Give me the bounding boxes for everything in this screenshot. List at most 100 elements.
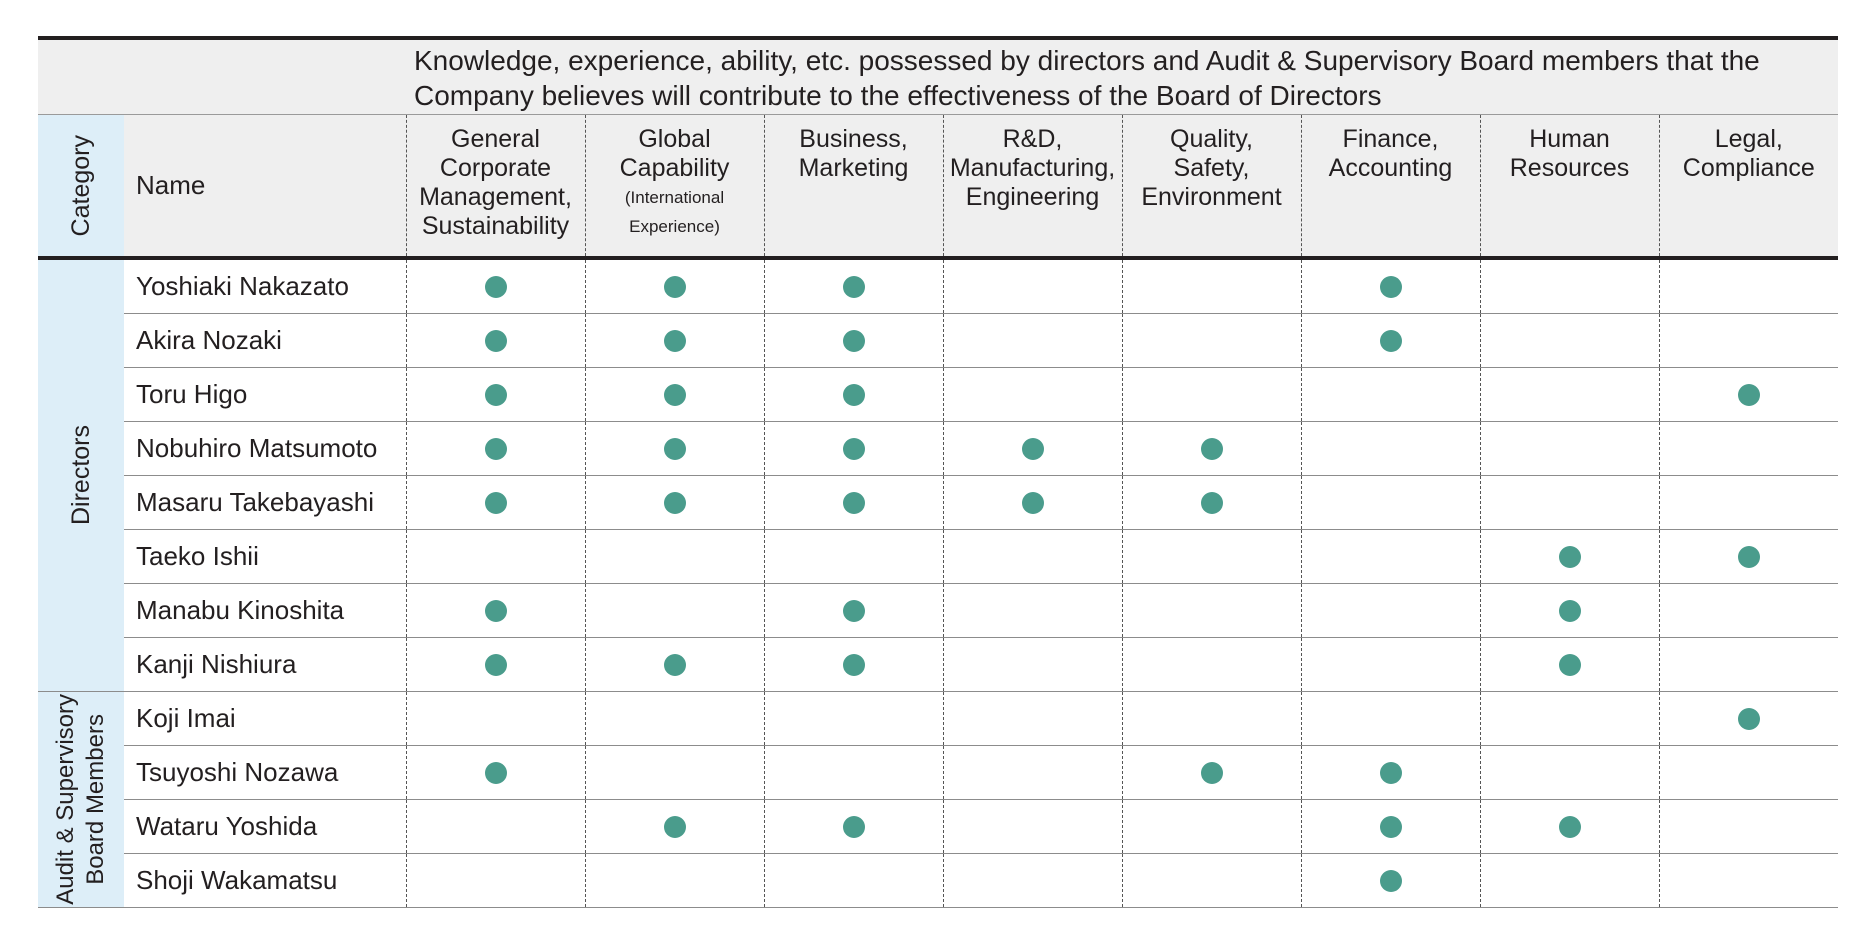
skill-mark-dot: [663, 491, 686, 514]
skill-cell: [1300, 313, 1480, 368]
skill-cell: [584, 258, 764, 314]
skill-cell: [584, 745, 764, 800]
skill-cell: [405, 258, 585, 314]
skill-cell: [942, 421, 1122, 476]
skill-cell: [1658, 313, 1839, 368]
skill-cell: [1121, 421, 1301, 476]
skill-mark-dot: [663, 653, 686, 676]
skill-header-label: Business, Marketing: [798, 125, 909, 182]
heading-cell: Knowledge, experience, ability, etc. pos…: [406, 36, 1839, 115]
member-name: Koji Imai: [124, 691, 406, 746]
skill-mark-dot: [1558, 653, 1581, 676]
skill-cell: [1658, 583, 1839, 638]
table-body: Directors Yoshiaki Nakazato Akira Nozaki To…: [38, 258, 1839, 908]
category-cell: Directors: [38, 258, 124, 692]
skill-cell: [1121, 367, 1301, 422]
skill-cell: [1479, 421, 1659, 476]
member-name: Yoshiaki Nakazato: [124, 258, 406, 314]
skill-cell: [584, 421, 764, 476]
skill-mark-dot: [484, 329, 507, 352]
skill-cell: [763, 853, 943, 908]
skill-cell: [584, 475, 764, 530]
skill-cell: [763, 475, 943, 530]
skill-mark-dot: [484, 437, 507, 460]
skill-cell: [1121, 258, 1301, 314]
category-header-label: Category: [67, 134, 95, 237]
skill-cell: [584, 583, 764, 638]
skill-cell: [942, 313, 1122, 368]
skill-mark-dot: [1737, 707, 1760, 730]
skill-cell: [1300, 637, 1480, 692]
skill-mark-dot: [1021, 437, 1044, 460]
skill-header-label: Finance, Accounting: [1328, 125, 1453, 182]
skill-cell: [405, 853, 585, 908]
heading-spacer: [38, 36, 406, 115]
skill-cell: [763, 799, 943, 854]
member-row: Kanji Nishiura: [38, 637, 1839, 692]
skill-column-header: Business, Marketing: [763, 114, 943, 260]
skill-mark-dot: [1200, 761, 1223, 784]
skill-cell: [942, 258, 1122, 314]
skill-mark-dot: [842, 815, 865, 838]
category-label: Directors: [67, 425, 95, 526]
skill-cell: [942, 475, 1122, 530]
skill-cell: [1479, 691, 1659, 746]
skill-mark-dot: [1558, 599, 1581, 622]
skill-cell: [942, 637, 1122, 692]
skill-column-header: Global Capability (International Experien…: [584, 114, 764, 260]
name-column-header: Name: [124, 114, 406, 260]
member-row: Tsuyoshi Nozawa: [38, 745, 1839, 800]
skill-mark-dot: [1021, 491, 1044, 514]
category-cell: Audit & Supervisory Board Members: [38, 691, 124, 908]
skill-mark-dot: [1200, 491, 1223, 514]
skill-header-label: Global Capability: [619, 125, 730, 182]
skill-cell: [942, 853, 1122, 908]
skill-mark-dot: [842, 275, 865, 298]
skill-cell: [942, 529, 1122, 584]
skill-header-note: (International Experience): [624, 188, 725, 236]
skill-header-label: General Corporate Management, Sustainabi…: [419, 125, 572, 240]
skill-cell: [1121, 691, 1301, 746]
skill-cell: [763, 529, 943, 584]
member-row: Taeko Ishii: [38, 529, 1839, 584]
member-row: Wataru Yoshida: [38, 799, 1839, 854]
skill-cell: [1479, 529, 1659, 584]
member-name: Kanji Nishiura: [124, 637, 406, 692]
skill-cell: [1121, 583, 1301, 638]
skill-cell: [1479, 799, 1659, 854]
skill-cell: [1300, 799, 1480, 854]
skill-cell: [763, 637, 943, 692]
member-name: Toru Higo: [124, 367, 406, 422]
skill-cell: [763, 691, 943, 746]
skill-cell: [405, 367, 585, 422]
category-column-header: Category: [38, 114, 124, 260]
skill-cell: [1479, 637, 1659, 692]
skill-cell: [1300, 529, 1480, 584]
skill-cell: [1479, 583, 1659, 638]
skill-cell: [1300, 475, 1480, 530]
member-name: Nobuhiro Matsumoto: [124, 421, 406, 476]
member-name: Akira Nozaki: [124, 313, 406, 368]
skill-mark-dot: [484, 491, 507, 514]
skill-mark-dot: [484, 653, 507, 676]
skill-cell: [763, 367, 943, 422]
skill-header-label: R&D, Manufacturing, Engineering: [949, 125, 1116, 211]
skill-cell: [584, 799, 764, 854]
skill-cell: [942, 583, 1122, 638]
member-row: Directors Yoshiaki Nakazato: [38, 258, 1839, 692]
skill-cell: [942, 691, 1122, 746]
skill-cell: [1658, 691, 1839, 746]
skill-cell: [405, 421, 585, 476]
skill-cell: [763, 258, 943, 314]
skill-mark-dot: [663, 275, 686, 298]
skill-mark-dot: [663, 437, 686, 460]
skill-cell: [1658, 421, 1839, 476]
skill-cell: [1658, 745, 1839, 800]
skill-cell: [584, 367, 764, 422]
skill-cell: [1121, 313, 1301, 368]
category-label: Audit & Supervisory Board Members: [52, 694, 109, 905]
skill-column-header: General Corporate Management, Sustainabi…: [405, 114, 585, 260]
skill-mark-dot: [842, 329, 865, 352]
skill-cell: [1121, 475, 1301, 530]
skill-cell: [584, 313, 764, 368]
